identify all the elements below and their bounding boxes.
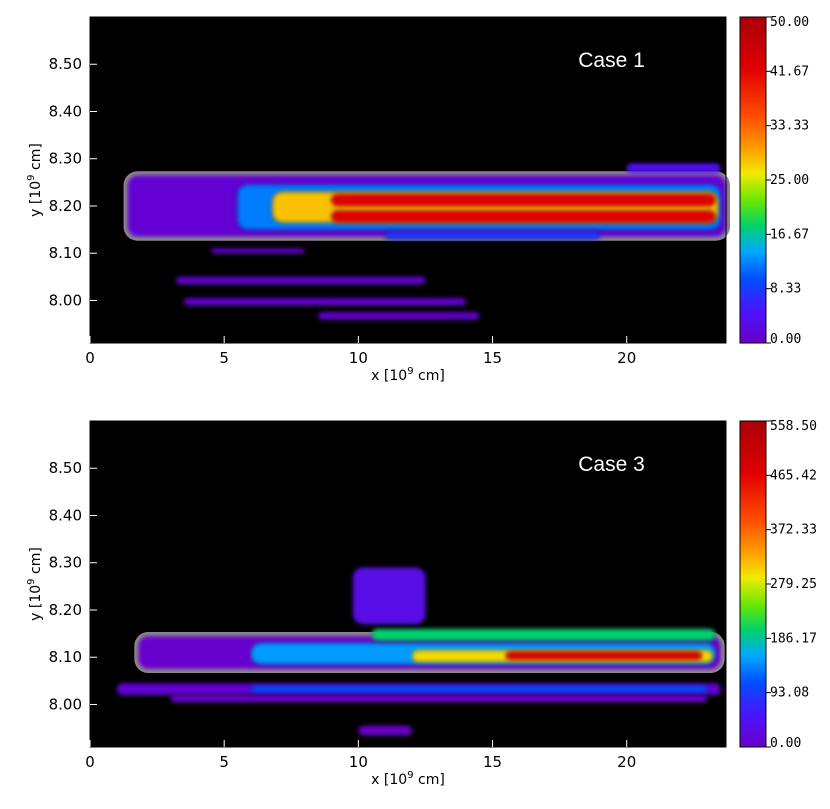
y-tick-label: 8.10 <box>49 244 82 262</box>
data-feature <box>318 312 480 320</box>
data-feature <box>170 695 708 703</box>
y-axis-title: y [109 cm] <box>26 143 44 217</box>
case-label: Case 3 <box>578 453 645 476</box>
x-axis-title-unit: cm] <box>414 368 445 384</box>
colorbar-tick-label: 8.33 <box>770 282 801 297</box>
data-feature <box>384 231 601 240</box>
data-feature <box>175 276 426 284</box>
y-axis-title-exponent: 9 <box>26 174 37 180</box>
x-axis-title-exponent: 9 <box>407 770 413 781</box>
x-tick-label: 20 <box>617 349 636 367</box>
y-tick-label: 8.40 <box>49 506 82 524</box>
y-tick-label: 8.00 <box>49 291 82 309</box>
data-feature <box>331 193 716 207</box>
data-feature <box>250 685 708 694</box>
data-feature <box>505 651 703 660</box>
y-axis-title-base: y [10 <box>28 181 44 217</box>
y-tick-label: 8.30 <box>49 150 82 168</box>
colorbar-tick-label: 0.00 <box>770 332 801 347</box>
x-axis-title-base: x [10 <box>371 772 407 788</box>
data-feature <box>352 567 426 625</box>
data-feature <box>626 163 721 173</box>
colorbar-tick-label: 465.42 <box>770 468 817 483</box>
x-axis-title: x [109 cm] <box>371 770 445 788</box>
y-tick-label: 8.50 <box>49 459 82 477</box>
y-axis-title: y [109 cm] <box>26 547 44 621</box>
y-axis-title-exponent: 9 <box>26 578 37 584</box>
colorbar-tick-label: 372.33 <box>770 523 817 538</box>
x-tick-label: 0 <box>85 349 95 367</box>
colorbar-tick-label: 33.33 <box>770 119 809 134</box>
colorbar-tick-label: 186.17 <box>770 631 817 646</box>
y-axis-title-unit: cm] <box>28 143 44 174</box>
x-tick-label: 0 <box>85 753 95 771</box>
colorbar-tick-label: 50.00 <box>770 15 809 30</box>
y-axis-title-unit: cm] <box>28 547 44 578</box>
colorbar <box>739 16 767 344</box>
data-feature <box>331 210 716 223</box>
plot-frame <box>89 420 727 748</box>
data-feature <box>371 628 716 642</box>
x-tick-label: 15 <box>483 349 502 367</box>
y-tick-label: 8.20 <box>49 197 82 215</box>
x-axis-title-base: x [10 <box>371 368 407 384</box>
colorbar-tick-label: 25.00 <box>770 173 809 188</box>
x-axis-title: x [109 cm] <box>371 366 445 384</box>
x-tick-label: 5 <box>219 349 229 367</box>
y-tick-label: 8.30 <box>49 554 82 572</box>
colorbar-tick-label: 279.25 <box>770 577 817 592</box>
case-1-panel: 0 5 10 15 208.008.108.208.308.408.50x [109 c… <box>26 15 809 384</box>
y-tick-label: 8.20 <box>49 601 82 619</box>
x-axis-title-exponent: 9 <box>407 366 413 377</box>
y-tick-label: 8.00 <box>49 695 82 713</box>
colorbar-tick-label: 93.08 <box>770 686 809 701</box>
data-features <box>123 163 730 320</box>
case-label: Case 1 <box>578 49 645 72</box>
plot-frame <box>89 16 727 344</box>
colorbar-tick-label: 558.50 <box>770 419 817 434</box>
colorbar <box>739 420 767 748</box>
colorbar-tick-label: 16.67 <box>770 227 809 242</box>
y-tick-label: 8.50 <box>49 55 82 73</box>
x-axis-title-unit: cm] <box>414 772 445 788</box>
data-feature <box>358 725 413 736</box>
x-tick-label: 5 <box>219 753 229 771</box>
data-features <box>116 567 725 736</box>
x-tick-label: 15 <box>483 753 502 771</box>
case-3-panel: 0 5 10 15 208.008.108.208.308.408.50x [109 c… <box>26 419 817 788</box>
data-feature <box>183 298 466 306</box>
colorbar-tick-label: 0.00 <box>770 736 801 751</box>
x-tick-label: 10 <box>349 349 368 367</box>
x-tick-label: 10 <box>349 753 368 771</box>
x-tick-label: 20 <box>617 753 636 771</box>
y-tick-label: 8.40 <box>49 102 82 120</box>
data-feature <box>210 248 305 254</box>
y-axis-title-base: y [10 <box>28 585 44 621</box>
colorbar-tick-label: 41.67 <box>770 64 809 79</box>
y-tick-label: 8.10 <box>49 648 82 666</box>
